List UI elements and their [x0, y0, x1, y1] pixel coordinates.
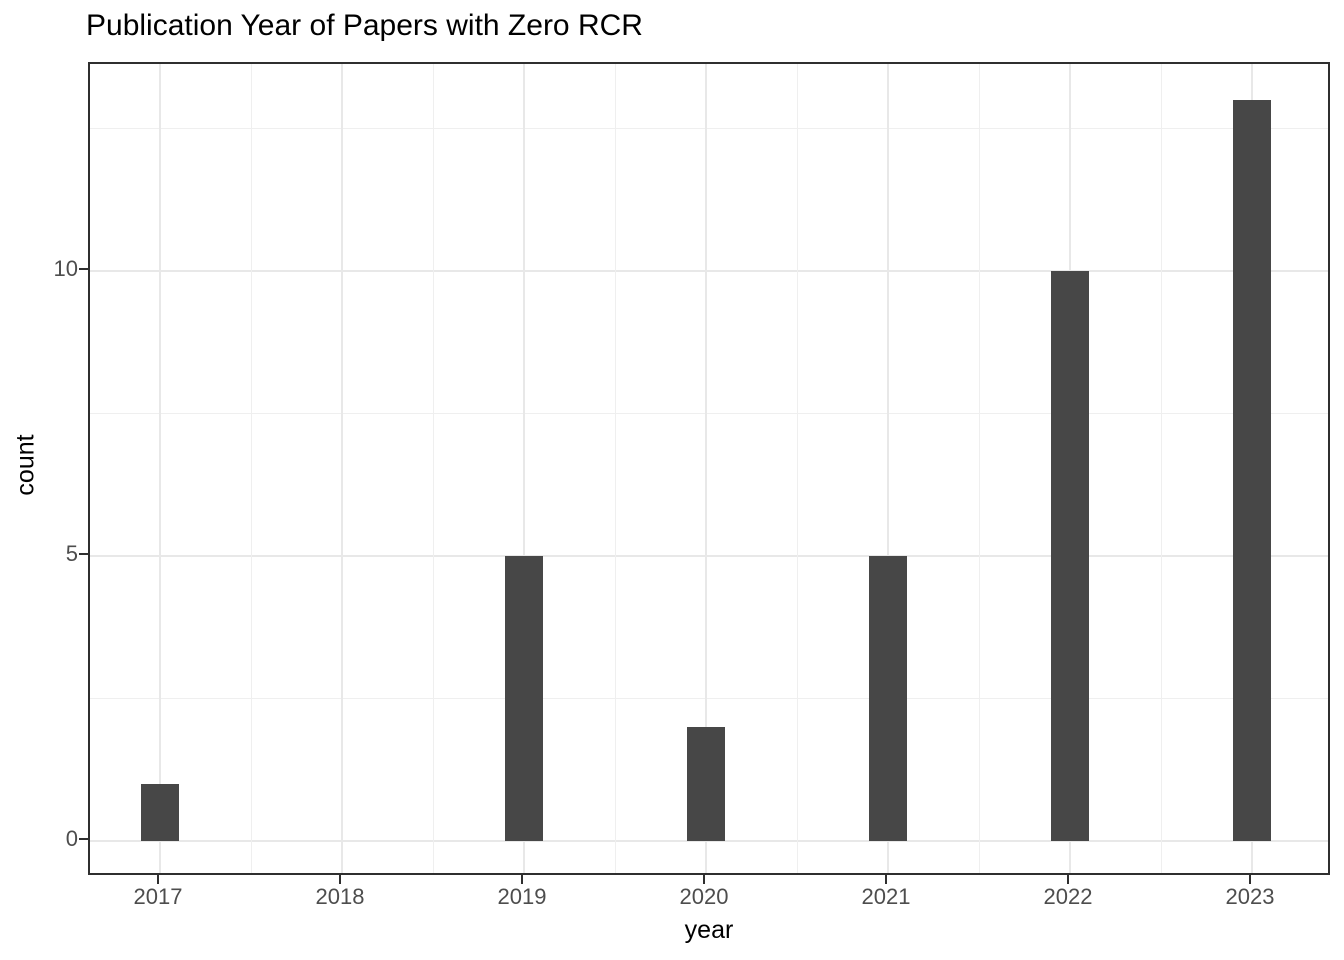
- gridline-x-major: [159, 64, 161, 873]
- gridline-x-major: [341, 64, 343, 873]
- x-tick-mark: [885, 875, 887, 884]
- gridline-x-minor: [615, 64, 616, 873]
- bar-2017: [141, 784, 179, 841]
- bar-2021: [869, 556, 907, 841]
- x-tick-mark: [521, 875, 523, 884]
- gridline-x-minor: [797, 64, 798, 873]
- gridline-y-major: [90, 270, 1328, 272]
- gridline-x-minor: [979, 64, 980, 873]
- gridline-x-major: [523, 64, 525, 873]
- x-axis-title: year: [684, 916, 734, 944]
- x-tick-label: 2018: [315, 884, 365, 909]
- gridline-y-minor: [90, 698, 1328, 699]
- bar-2022: [1051, 271, 1089, 841]
- gridline-x-major: [887, 64, 889, 873]
- gridline-x-major: [705, 64, 707, 873]
- gridline-y-minor: [90, 128, 1328, 129]
- y-tick-label: 0: [65, 826, 78, 851]
- y-tick-mark: [79, 268, 88, 270]
- y-tick-label: 5: [65, 541, 78, 566]
- y-tick-mark: [79, 553, 88, 555]
- y-tick-label: 10: [53, 256, 78, 281]
- chart-title: Publication Year of Papers with Zero RCR: [86, 9, 643, 42]
- gridline-x-minor: [433, 64, 434, 873]
- gridline-y-major: [90, 840, 1328, 842]
- gridline-x-minor: [1161, 64, 1162, 873]
- x-tick-mark: [339, 875, 341, 884]
- x-tick-mark: [1067, 875, 1069, 884]
- y-tick-mark: [79, 838, 88, 840]
- y-axis-title: count: [11, 434, 40, 496]
- x-tick-mark: [157, 875, 159, 884]
- x-tick-label: 2022: [1043, 884, 1093, 909]
- x-tick-mark: [703, 875, 705, 884]
- gridline-y-major: [90, 555, 1328, 557]
- bar-2023: [1233, 100, 1271, 841]
- x-tick-label: 2020: [679, 884, 729, 909]
- x-tick-label: 2021: [861, 884, 911, 909]
- x-tick-mark: [1249, 875, 1251, 884]
- x-tick-label: 2019: [497, 884, 547, 909]
- gridline-x-minor: [251, 64, 252, 873]
- plot-panel: [88, 62, 1330, 875]
- bar-2019: [505, 556, 543, 841]
- x-tick-label: 2023: [1225, 884, 1275, 909]
- x-tick-label: 2017: [133, 884, 183, 909]
- bar-2020: [687, 727, 725, 841]
- gridline-y-minor: [90, 413, 1328, 414]
